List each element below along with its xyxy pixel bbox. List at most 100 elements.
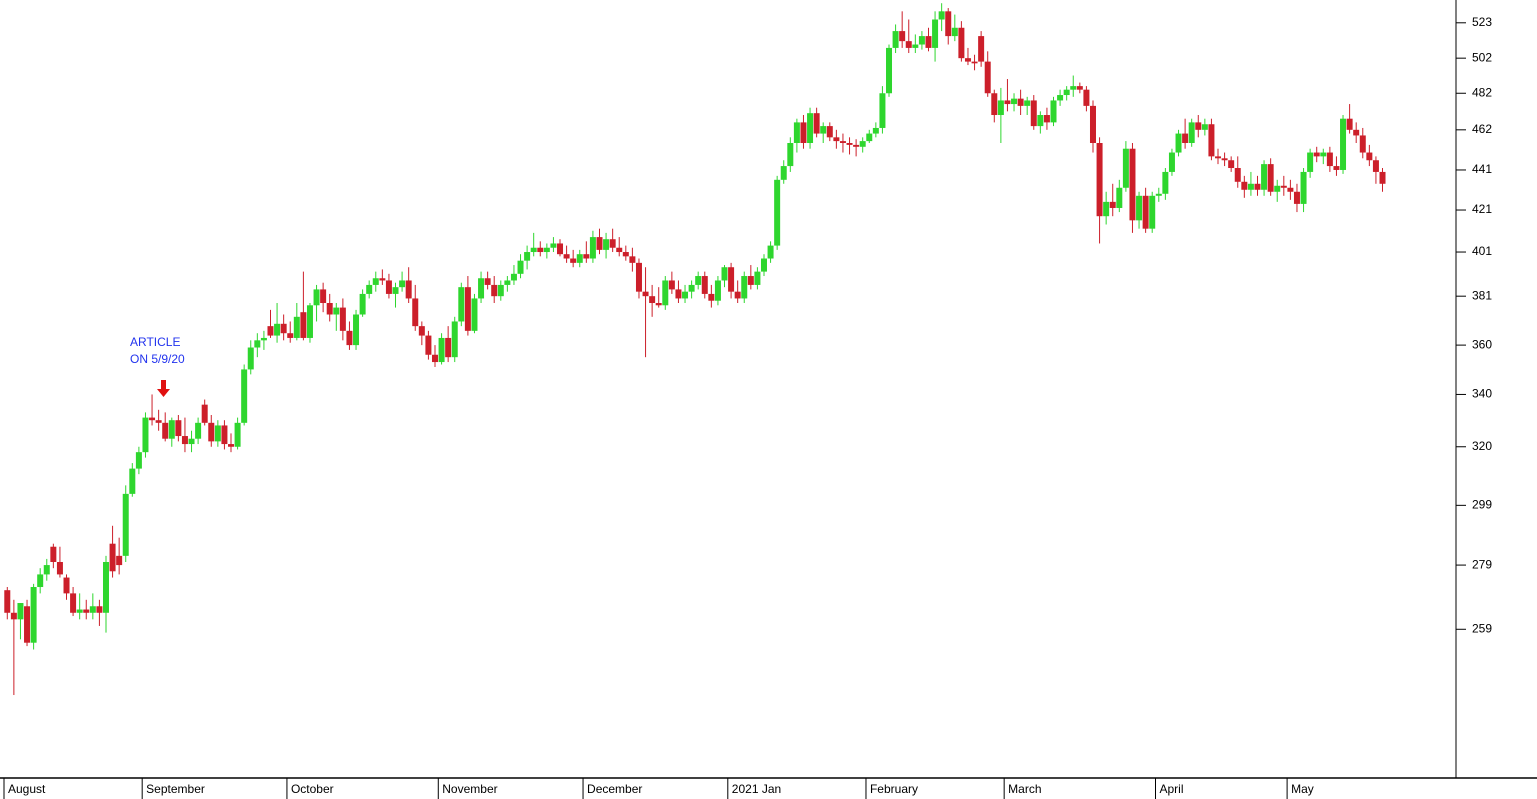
candle-body <box>1261 164 1268 190</box>
candle-body <box>701 276 708 294</box>
candle-body <box>1149 195 1156 229</box>
candle-body <box>945 11 952 37</box>
candle-body <box>260 337 267 341</box>
candle-body <box>181 436 188 445</box>
candle-body <box>1188 122 1195 144</box>
candle-body <box>537 247 544 253</box>
candle-body <box>820 126 827 134</box>
candle-body <box>787 143 794 167</box>
candle-body <box>195 422 202 439</box>
candle-body <box>1155 193 1162 196</box>
candle-body <box>247 347 254 370</box>
candle-body <box>774 179 781 246</box>
candle-body <box>392 287 399 294</box>
x-tick-label: May <box>1291 782 1314 796</box>
candle-body <box>1037 115 1044 127</box>
candle-body <box>504 280 511 285</box>
candle-body <box>116 555 123 566</box>
candle-body <box>30 587 37 643</box>
candle-body <box>846 143 853 145</box>
candle-body <box>1313 152 1320 157</box>
candle-body <box>984 61 991 94</box>
candle-body <box>609 239 616 248</box>
candle-body <box>142 417 149 453</box>
candle-body <box>280 323 287 334</box>
candle-body <box>853 144 860 147</box>
candle-body <box>622 252 629 257</box>
candle-body <box>682 291 689 299</box>
candle-body <box>688 284 695 292</box>
y-tick-label: 340 <box>1472 387 1492 401</box>
candle-body <box>425 335 432 355</box>
y-tick-label: 320 <box>1472 439 1492 453</box>
x-tick-label: November <box>442 782 497 796</box>
candle-body <box>445 337 452 358</box>
candle-body <box>267 326 274 336</box>
candle-body <box>63 577 70 594</box>
candle-body <box>155 420 162 423</box>
y-tick-label: 523 <box>1472 15 1492 29</box>
candle-body <box>43 565 50 575</box>
candle-body <box>300 312 307 338</box>
candle-body <box>932 19 939 48</box>
candle-body <box>807 113 814 144</box>
candle-body <box>208 422 215 442</box>
candle-body <box>1267 164 1274 192</box>
candle-body <box>458 287 465 322</box>
candle-body <box>964 58 971 62</box>
candle-body <box>1195 122 1202 130</box>
candle-body <box>1320 152 1327 157</box>
candle-body <box>1333 166 1340 170</box>
candle-body <box>557 243 564 255</box>
candle-body <box>346 330 353 346</box>
candle-body <box>1116 187 1123 208</box>
candle-body <box>418 326 425 336</box>
candle-body <box>1122 148 1129 188</box>
candle-body <box>1287 187 1294 192</box>
candle-body <box>37 574 44 588</box>
candle-body <box>56 561 63 575</box>
candle-body <box>978 36 985 62</box>
candle-body <box>1004 100 1011 105</box>
candle-body <box>313 289 320 306</box>
candle-body <box>616 247 623 253</box>
candle-body <box>510 273 517 281</box>
y-tick-label: 502 <box>1472 50 1492 64</box>
candle-body <box>872 127 879 134</box>
candle-body <box>1024 100 1031 106</box>
candle-body <box>1043 115 1050 123</box>
y-tick-label: 259 <box>1472 621 1492 635</box>
candle-body <box>353 314 360 346</box>
y-tick-label: 401 <box>1472 244 1492 258</box>
y-tick-label: 360 <box>1472 337 1492 351</box>
candle-body <box>274 323 281 336</box>
candle-body <box>1280 185 1287 188</box>
candle-body <box>1215 156 1222 159</box>
annotation: ON 5/9/20 <box>130 352 185 366</box>
candle-body <box>1274 185 1281 192</box>
annotation-arrow <box>157 380 170 397</box>
candle-body <box>629 256 636 263</box>
candle-body <box>918 36 925 45</box>
candle-body <box>1326 152 1333 167</box>
candle-body <box>589 237 596 259</box>
candle-body <box>24 606 31 643</box>
candle-body <box>168 420 175 439</box>
candle-body <box>201 404 208 423</box>
candle-body <box>491 284 498 297</box>
candle-body <box>1359 135 1366 153</box>
candle-body <box>675 289 682 299</box>
candle-body <box>50 546 57 562</box>
candle-body <box>734 291 741 299</box>
candle-body <box>1353 129 1360 136</box>
candle-body <box>1293 191 1300 204</box>
candle-body <box>1300 171 1307 204</box>
candle-body <box>813 113 820 134</box>
candle-body <box>997 100 1004 116</box>
candle-body <box>10 612 17 620</box>
candle-body <box>438 337 445 363</box>
candle-body <box>1103 201 1110 217</box>
candle-body <box>287 333 294 338</box>
candle-body <box>326 303 333 315</box>
candle-body <box>405 280 412 299</box>
